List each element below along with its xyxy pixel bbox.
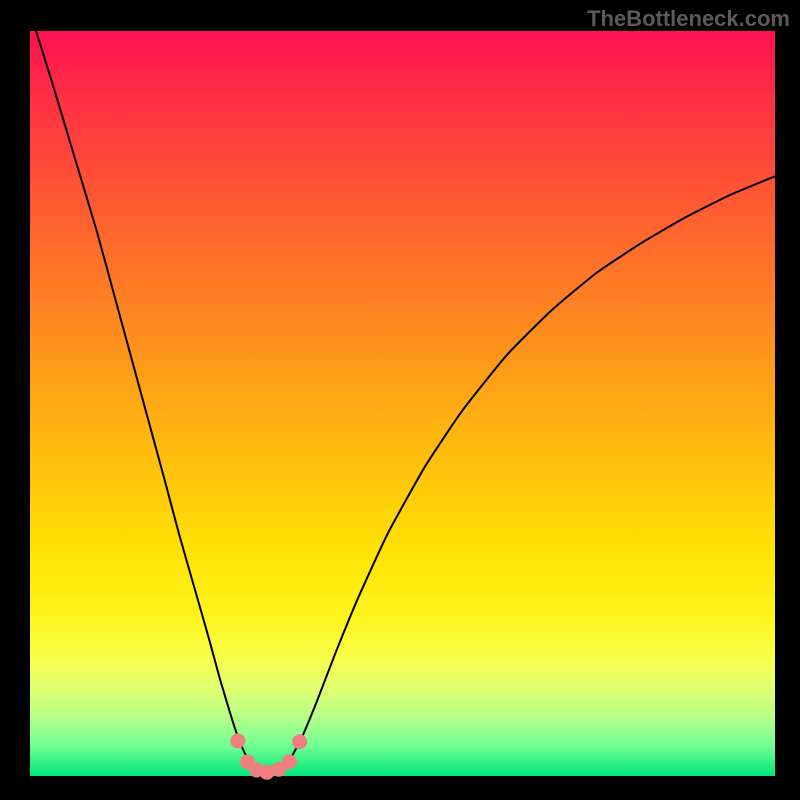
chart-stage: TheBottleneck.com	[0, 0, 800, 800]
marker-dot	[292, 734, 307, 749]
marker-dot	[282, 754, 297, 769]
plot-background-gradient	[30, 31, 775, 776]
chart-svg	[0, 0, 800, 800]
marker-dot	[230, 733, 245, 748]
attribution-watermark: TheBottleneck.com	[587, 6, 790, 32]
